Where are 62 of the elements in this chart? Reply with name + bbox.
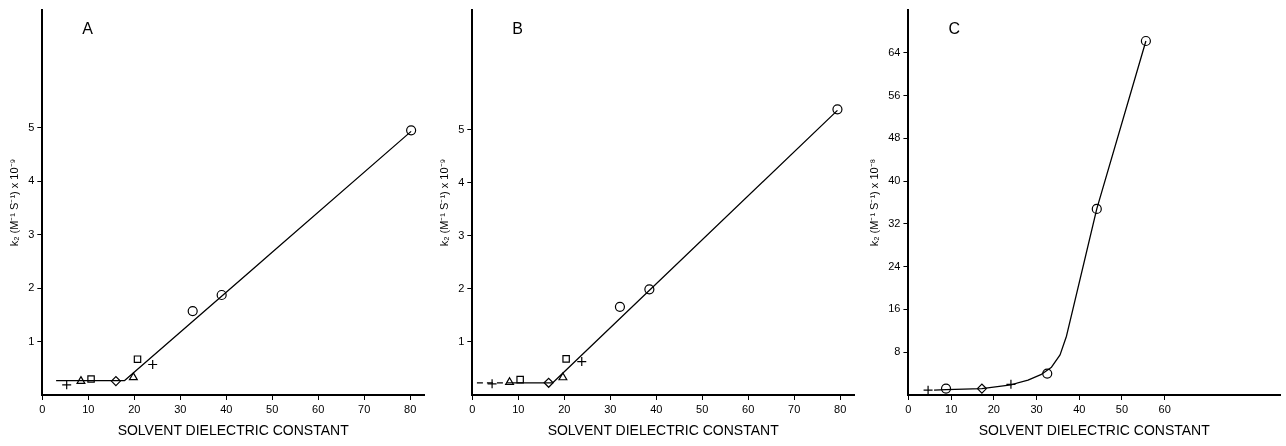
x-tick-label: 40 [1073,402,1086,415]
y-axis-title: k₂ (M⁻¹ S⁻¹) x 10⁻⁹ [437,158,450,247]
y-tick-label: 40 [888,174,901,187]
y-axis-title: k₂ (M⁻¹ S⁻¹) x 10⁻⁹ [7,158,20,247]
x-tick-label: 30 [604,402,617,415]
x-tick-label: 60 [1158,402,1171,415]
x-axis-title: SOLVENT DIELECTRIC CONSTANT [978,422,1211,439]
x-tick-label: 40 [220,402,233,415]
x-tick-label: 50 [1115,402,1129,415]
x-tick-label: 50 [266,402,279,415]
text: C [948,20,960,38]
point [558,372,568,381]
y-tick-label: 3 [28,227,35,240]
x-tick-label: 70 [358,402,371,415]
y-tick-label: 64 [888,45,901,58]
y-tick-label: 3 [458,228,465,241]
x-tick-label: 40 [650,402,663,415]
x-tick-label: 20 [128,402,141,415]
x-tick-label: 20 [558,402,571,415]
x-tick-label: 10 [945,402,958,415]
x-tick-label: 30 [174,402,187,415]
x-tick-label: 80 [404,402,417,415]
x-tick-label: 50 [696,402,709,415]
point [562,355,570,363]
point [133,355,142,363]
y-tick-label: 32 [888,216,901,229]
x-tick-label: 10 [82,402,95,415]
x-tick-label: 0 [469,402,476,415]
x-axis-title: SOLVENT DIELECTRIC CONSTANT [117,422,350,439]
y-tick-label: 2 [458,281,465,294]
y-axis-title: k₂ (M⁻¹ S⁻¹) x 10⁻⁸ [867,158,880,247]
y-tick-label: 2 [28,281,35,294]
point [187,305,198,317]
y-tick-label: 48 [888,131,901,144]
y-tick-label: 16 [888,302,901,315]
y-tick-label: 8 [894,345,901,358]
x-tick-label: 60 [312,402,325,415]
y-tick-label: 56 [888,88,901,101]
x-tick-label: 30 [1030,402,1043,415]
text: B [512,20,523,38]
x-tick-label: 20 [987,402,1000,415]
x-tick-label: 80 [834,402,847,415]
point [486,378,498,389]
text: A [82,20,94,38]
x-tick-label: 0 [905,402,912,415]
x-tick-label: 60 [742,402,755,415]
point [128,372,138,381]
x-tick-label: 70 [788,402,801,415]
y-tick-label: 4 [28,174,35,187]
point [406,125,417,136]
x-tick-label: 0 [39,402,46,415]
y-tick-label: 5 [28,120,35,133]
y-tick-label: 1 [28,334,35,347]
y-tick-label: 5 [458,122,465,135]
x-axis-title: SOLVENT DIELECTRIC CONSTANT [547,422,780,439]
y-tick-label: 1 [458,334,465,347]
point [832,104,843,115]
x-tick-label: 10 [512,402,525,415]
y-tick-label: 24 [888,259,901,272]
point [614,301,626,312]
y-tick-label: 4 [458,175,465,188]
point [922,385,934,395]
